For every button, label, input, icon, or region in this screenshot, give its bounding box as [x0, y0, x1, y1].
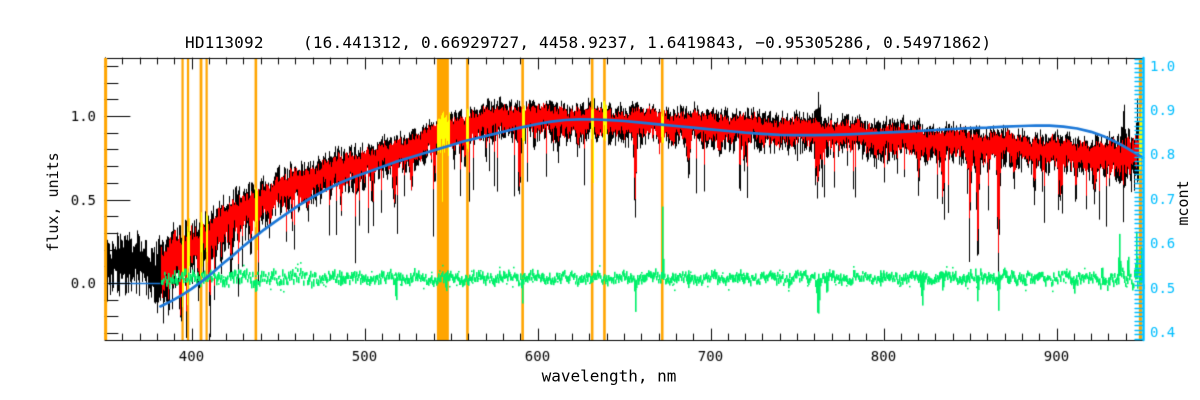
- plot-title: HD113092 (16.441312, 0.66929727, 4458.92…: [185, 33, 992, 52]
- y-axis-label-mcont: mcont: [1174, 180, 1192, 226]
- x-axis-label-wavelength: wavelength, nm: [541, 366, 677, 386]
- y-axis-label-flux: flux, units: [44, 152, 62, 252]
